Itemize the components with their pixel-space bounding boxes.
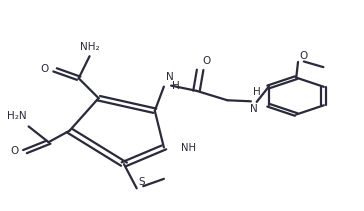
Text: O: O [202,56,210,66]
Text: H₂N: H₂N [7,111,27,121]
Text: O: O [10,146,19,156]
Text: N: N [166,72,173,83]
Text: N: N [250,104,258,114]
Text: H: H [172,81,180,91]
Text: O: O [300,51,308,61]
Text: H: H [253,87,261,97]
Text: NH₂: NH₂ [80,42,99,52]
Text: O: O [40,64,48,74]
Text: S: S [138,177,145,187]
Text: NH: NH [181,143,196,153]
